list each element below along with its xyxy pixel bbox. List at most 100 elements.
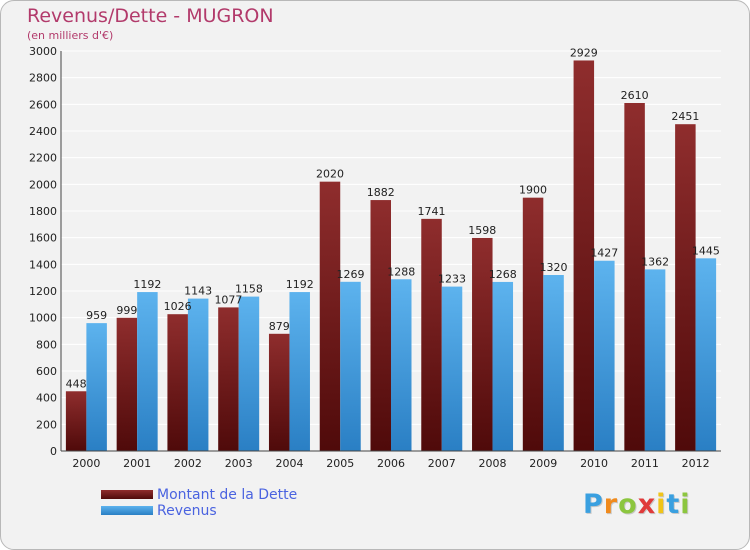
bar-revenus bbox=[543, 275, 564, 451]
x-tick-label: 2011 bbox=[631, 457, 659, 470]
x-tick-label: 2006 bbox=[377, 457, 405, 470]
bar-debt bbox=[319, 181, 341, 451]
x-tick-label: 2012 bbox=[682, 457, 710, 470]
y-tick-label: 2200 bbox=[29, 152, 57, 165]
bar-revenus bbox=[238, 296, 260, 451]
data-label: 1320 bbox=[540, 261, 568, 274]
data-label: 1288 bbox=[387, 265, 415, 278]
data-label: 2451 bbox=[671, 110, 699, 123]
x-tick-label: 2003 bbox=[225, 457, 253, 470]
bar-revenus bbox=[391, 279, 412, 451]
bar-debt bbox=[268, 333, 290, 451]
data-label: 1900 bbox=[519, 184, 547, 197]
x-tick-label: 2004 bbox=[275, 457, 303, 470]
bar-debt bbox=[472, 237, 493, 451]
logo-letter: o bbox=[618, 489, 638, 520]
data-label: 2929 bbox=[570, 46, 598, 59]
axes bbox=[60, 51, 721, 452]
y-tick-label: 1000 bbox=[29, 312, 57, 325]
legend-item-revenus: Revenus bbox=[101, 503, 361, 519]
bar-revenus bbox=[644, 269, 666, 451]
y-tick-label: 2400 bbox=[29, 125, 57, 138]
bar-debt bbox=[421, 218, 442, 451]
y-tick-label: 1600 bbox=[29, 232, 57, 245]
y-axis-ticks: 0 200 400 600 800 1000 1200 1400 1600 1800 2000 220… bbox=[29, 45, 57, 458]
logo-letter: P bbox=[583, 489, 604, 520]
bar-debt bbox=[624, 103, 645, 451]
data-label: 448 bbox=[66, 377, 87, 390]
y-tick-label: 2000 bbox=[29, 178, 57, 191]
chart-subtitle: (en milliers d'€) bbox=[27, 29, 114, 42]
y-tick-label: 200 bbox=[36, 418, 57, 431]
data-label: 1192 bbox=[286, 278, 314, 291]
x-tick-label: 2001 bbox=[123, 457, 151, 470]
y-tick-label: 2800 bbox=[29, 72, 57, 85]
y-tick-label: 400 bbox=[36, 392, 57, 405]
bar-debt bbox=[65, 391, 87, 451]
data-label: 1882 bbox=[367, 186, 395, 199]
y-tick-label: 0 bbox=[50, 445, 57, 458]
bar-revenus bbox=[441, 286, 463, 451]
data-label: 1362 bbox=[641, 255, 669, 268]
y-tick-label: 1200 bbox=[29, 285, 57, 298]
bar-debt bbox=[370, 200, 391, 451]
data-label: 1268 bbox=[489, 268, 517, 281]
bar-revenus bbox=[492, 281, 514, 451]
x-tick-label: 2009 bbox=[529, 457, 557, 470]
logo-letter: t bbox=[666, 489, 681, 520]
bars bbox=[65, 60, 717, 451]
bar-debt bbox=[522, 197, 544, 451]
bar-revenus bbox=[594, 260, 615, 451]
bar-debt bbox=[218, 307, 239, 451]
x-tick-label: 2005 bbox=[326, 457, 354, 470]
x-tick-label: 2000 bbox=[72, 457, 100, 470]
data-label: 1158 bbox=[235, 283, 263, 296]
y-tick-label: 3000 bbox=[29, 45, 57, 58]
y-tick-label: 1400 bbox=[29, 258, 57, 271]
logo-letter: r bbox=[603, 489, 619, 520]
data-label: 1192 bbox=[133, 278, 161, 291]
legend-swatch-revenus bbox=[101, 506, 153, 515]
bar-debt bbox=[573, 60, 595, 451]
logo-letter: x bbox=[637, 489, 657, 520]
data-label: 999 bbox=[116, 304, 137, 317]
logo-letter: i bbox=[656, 489, 667, 520]
data-label: 1077 bbox=[214, 293, 242, 306]
y-tick-label: 800 bbox=[36, 338, 57, 351]
legend-label-revenus: Revenus bbox=[157, 503, 217, 519]
x-tick-label: 2007 bbox=[428, 457, 456, 470]
bar-revenus bbox=[695, 258, 717, 451]
data-label: 1741 bbox=[418, 205, 446, 218]
bar-revenus bbox=[187, 298, 209, 451]
legend-swatch-debt bbox=[101, 490, 153, 499]
data-label: 959 bbox=[86, 309, 107, 322]
data-label: 2610 bbox=[621, 89, 649, 102]
x-axis-ticks: 2000 2001 2002 2003 2004 2005 2006 2007 2008 2009… bbox=[72, 457, 709, 470]
x-tick-label: 2008 bbox=[479, 457, 507, 470]
proxiti-logo: Proxiti bbox=[583, 489, 691, 520]
data-label: 1233 bbox=[438, 273, 466, 286]
bar-debt bbox=[116, 317, 138, 451]
data-label: 1445 bbox=[692, 244, 720, 257]
bar-revenus bbox=[137, 292, 158, 451]
data-label: 1143 bbox=[184, 285, 212, 298]
legend-item-debt: Montant de la Dette bbox=[101, 487, 361, 503]
chart-title: Revenus/Dette - MUGRON bbox=[27, 5, 274, 27]
data-label: 2020 bbox=[316, 168, 344, 181]
data-label: 1269 bbox=[336, 268, 364, 281]
bar-debt bbox=[167, 314, 188, 451]
logo-letter: i bbox=[680, 489, 691, 520]
bar-revenus bbox=[340, 281, 361, 451]
bar-revenus bbox=[289, 292, 310, 451]
y-tick-label: 1800 bbox=[29, 205, 57, 218]
data-label: 1598 bbox=[468, 224, 496, 237]
bar-revenus bbox=[86, 323, 107, 451]
bar-debt bbox=[675, 124, 696, 451]
data-label: 1427 bbox=[590, 247, 618, 260]
x-tick-label: 2010 bbox=[580, 457, 608, 470]
y-tick-label: 600 bbox=[36, 365, 57, 378]
y-tick-label: 2600 bbox=[29, 98, 57, 111]
